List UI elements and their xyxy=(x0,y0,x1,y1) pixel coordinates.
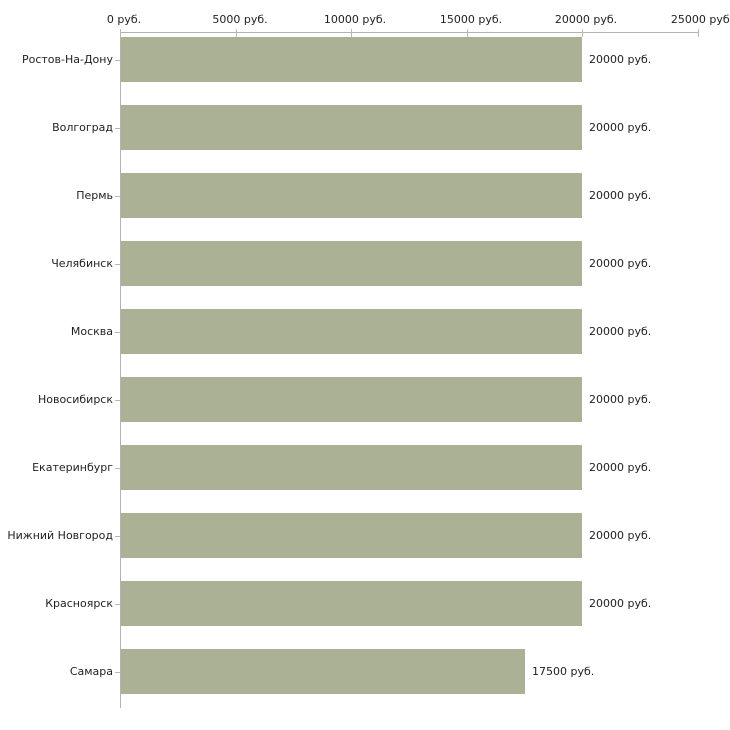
category-tick xyxy=(115,264,120,265)
bar xyxy=(121,241,582,286)
value-label: 20000 руб. xyxy=(589,189,652,202)
x-axis-tick xyxy=(698,29,699,37)
bar xyxy=(121,513,582,558)
category-tick xyxy=(115,332,120,333)
x-axis-tick xyxy=(582,29,583,37)
category-tick xyxy=(115,468,120,469)
category-label: Москва xyxy=(70,325,113,338)
category-label: Ростов-На-Дону xyxy=(21,53,113,66)
value-label: 20000 руб. xyxy=(589,53,652,66)
x-axis-line xyxy=(120,32,698,33)
category-tick xyxy=(115,60,120,61)
value-label: 20000 руб. xyxy=(589,325,652,338)
category-label: Волгоград xyxy=(52,121,113,134)
category-label: Новосибирск xyxy=(37,393,113,406)
category-tick xyxy=(115,128,120,129)
category-label: Красноярск xyxy=(45,597,113,610)
category-label: Пермь xyxy=(76,189,113,202)
x-axis-tick-label: 20000 руб. xyxy=(554,13,618,26)
bar xyxy=(121,37,582,82)
x-axis-tick-label: 0 руб. xyxy=(106,13,142,26)
value-label: 20000 руб. xyxy=(589,461,652,474)
category-tick xyxy=(115,400,120,401)
category-label: Челябинск xyxy=(51,257,113,270)
x-axis-tick xyxy=(467,29,468,37)
x-axis-tick-label: 15000 руб. xyxy=(439,13,503,26)
category-tick xyxy=(115,604,120,605)
value-label: 20000 руб. xyxy=(589,393,652,406)
value-label: 17500 руб. xyxy=(532,665,595,678)
x-axis-tick-label: 10000 руб. xyxy=(323,13,387,26)
value-label: 20000 руб. xyxy=(589,257,652,270)
bar xyxy=(121,649,525,694)
bar xyxy=(121,377,582,422)
category-label: Самара xyxy=(69,665,113,678)
x-axis-tick-label: 5000 руб. xyxy=(212,13,268,26)
category-tick xyxy=(115,672,120,673)
value-label: 20000 руб. xyxy=(589,121,652,134)
value-label: 20000 руб. xyxy=(589,597,652,610)
category-tick xyxy=(115,536,120,537)
category-tick xyxy=(115,196,120,197)
x-axis-tick-label: 25000 руб. xyxy=(670,13,730,26)
bar xyxy=(121,581,582,626)
value-label: 20000 руб. xyxy=(589,529,652,542)
bar xyxy=(121,173,582,218)
y-axis-line xyxy=(120,32,121,708)
x-axis-tick xyxy=(236,29,237,37)
category-label: Екатеринбург xyxy=(32,461,113,474)
category-label: Нижний Новгород xyxy=(7,529,113,542)
x-axis-tick xyxy=(351,29,352,37)
bar xyxy=(121,309,582,354)
bar xyxy=(121,445,582,490)
x-axis-tick xyxy=(120,29,121,37)
bar xyxy=(121,105,582,150)
